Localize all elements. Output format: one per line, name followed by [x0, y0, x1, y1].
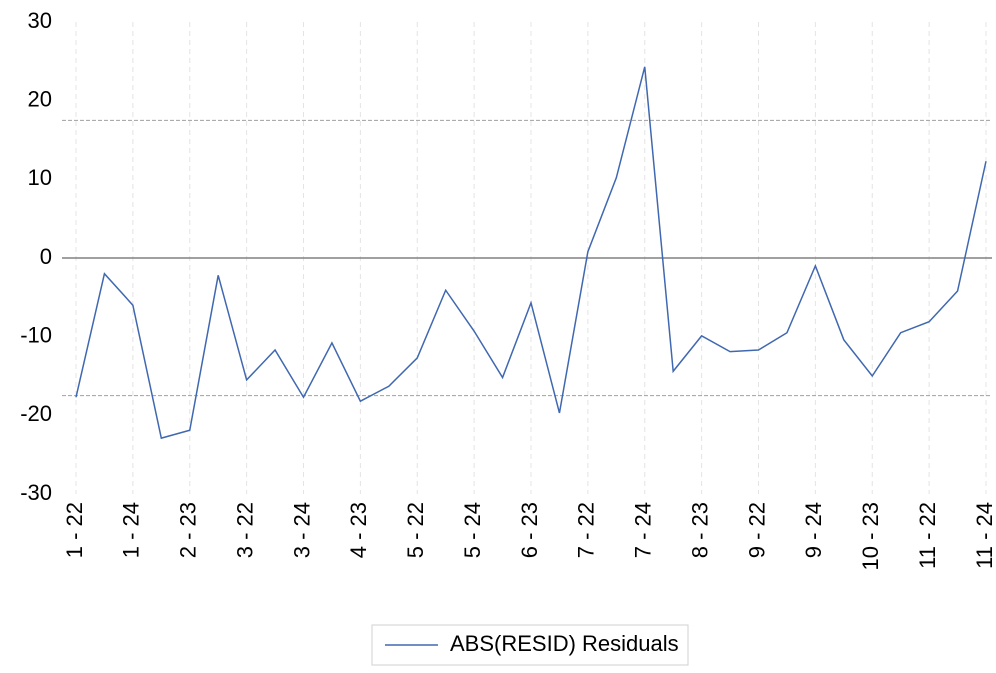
y-tick-label: 0 — [40, 244, 52, 269]
x-tick-label: 8 - 23 — [687, 502, 712, 558]
x-tick-label: 5 - 24 — [460, 502, 485, 558]
legend: ABS(RESID) Residuals — [371, 624, 689, 666]
x-tick-label: 7 - 24 — [631, 502, 656, 558]
x-tick-label: 4 - 23 — [346, 502, 371, 558]
x-tick-label: 10 - 23 — [858, 502, 883, 571]
legend-label: ABS(RESID) Residuals — [450, 631, 679, 656]
x-tick-label: 5 - 22 — [403, 502, 428, 558]
y-tick-label: -30 — [20, 480, 52, 505]
y-tick-label: 20 — [28, 86, 52, 111]
x-tick-label: 2 - 23 — [176, 502, 201, 558]
x-tick-label: 9 - 22 — [744, 502, 769, 558]
x-tick-label: 3 - 22 — [232, 502, 257, 558]
x-tick-label: 6 - 23 — [517, 502, 542, 558]
x-tick-label: 3 - 24 — [289, 502, 314, 558]
y-tick-label: 30 — [28, 8, 52, 33]
x-tick-label: 1 - 22 — [62, 502, 87, 558]
x-tick-label: 7 - 22 — [574, 502, 599, 558]
y-tick-label: -10 — [20, 322, 52, 347]
data-line — [75, 66, 987, 440]
x-tick-label: 11 - 24 — [972, 502, 996, 569]
y-tick-label: -20 — [20, 401, 52, 426]
x-tick-label: 11 - 22 — [915, 502, 940, 569]
x-tick-label: 9 - 24 — [801, 502, 826, 558]
x-tick-label: 1 - 24 — [119, 502, 144, 558]
y-tick-label: 10 — [28, 165, 52, 190]
